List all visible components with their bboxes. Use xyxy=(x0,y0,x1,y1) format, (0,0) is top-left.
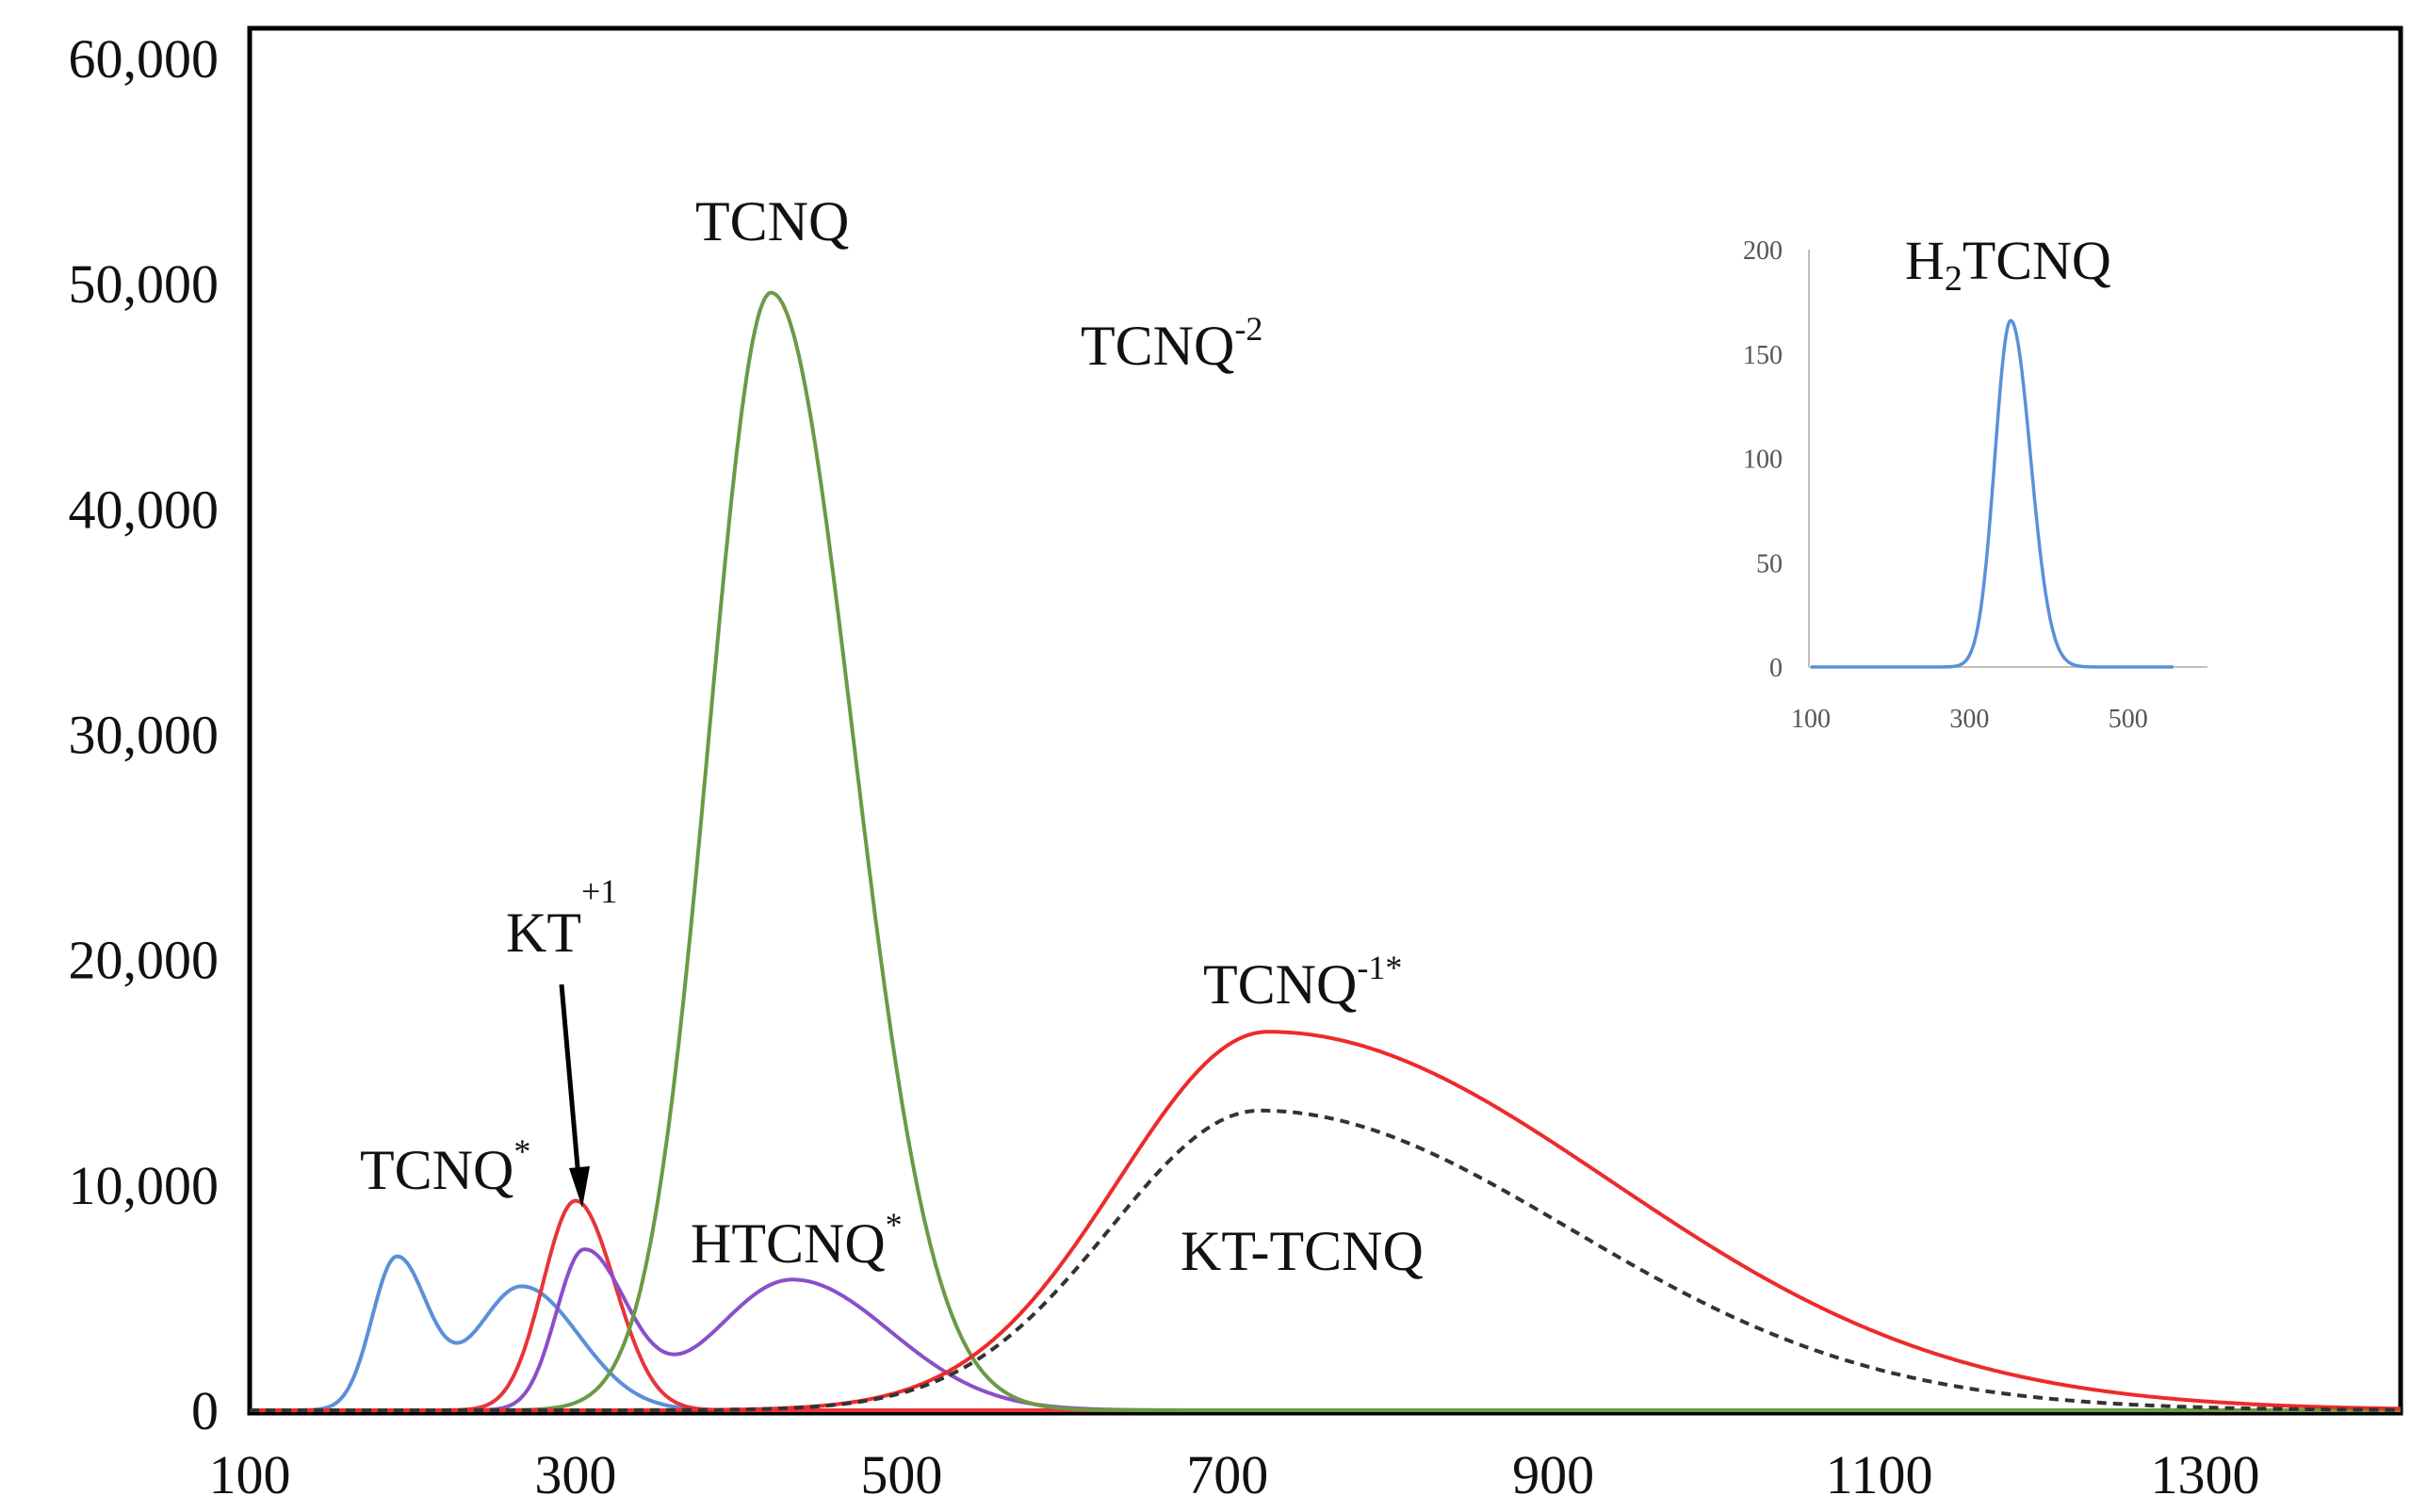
inset-x-tick-label: 100 xyxy=(1791,705,1831,734)
inset-y-tick-label: 50 xyxy=(1756,549,1783,578)
inset-y-tick-label: 100 xyxy=(1743,446,1783,475)
kt-arrow-head xyxy=(569,1166,590,1208)
main-x-tick-label: 500 xyxy=(860,1444,942,1505)
main-x-tick-label: 100 xyxy=(209,1444,291,1505)
inset-y-tick-label: 150 xyxy=(1743,341,1783,370)
inset-x-tick-label: 500 xyxy=(2109,705,2148,734)
main-y-tick-label: 50,000 xyxy=(69,253,220,315)
main-series-kt-tcnq xyxy=(249,1108,2402,1412)
inset-series-h2tcnq xyxy=(1810,318,2175,669)
main-x-tick-label: 1100 xyxy=(1826,1444,1933,1505)
inset-title: H2TCNQ xyxy=(1905,230,2111,299)
main-x-tick-label: 300 xyxy=(534,1444,616,1505)
main-x-tick-label: 700 xyxy=(1186,1444,1268,1505)
main-y-tick-label: 20,000 xyxy=(69,930,220,991)
main-y-tick-label: 60,000 xyxy=(69,28,220,89)
label-kt-plus1: KT+1 xyxy=(506,872,617,964)
plot-frame xyxy=(247,25,2403,1416)
main-series-tcnq xyxy=(249,290,2402,1412)
inset-x-tick-label: 300 xyxy=(1949,705,1989,734)
label-tcnq-2: TCNQ-2 xyxy=(1081,310,1262,377)
label-kt-tcnq: KT-TCNQ xyxy=(1181,1220,1424,1282)
main-y-tick-label: 30,000 xyxy=(69,705,220,766)
main-y-tick-label: 10,000 xyxy=(69,1155,220,1216)
inset-y-tick-label: 200 xyxy=(1743,236,1783,266)
label-htcnq-star: HTCNQ* xyxy=(691,1206,903,1275)
main-x-tick-label: 900 xyxy=(1512,1444,1594,1505)
inset-y-tick-label: 0 xyxy=(1769,654,1783,683)
label-tcnq-star: TCNQ* xyxy=(360,1132,530,1201)
main-x-tick-label: 1300 xyxy=(2150,1444,2259,1505)
label-tcnq-minus1: TCNQ-1* xyxy=(1203,949,1402,1016)
kt-arrow-shaft xyxy=(559,984,581,1179)
main-y-tick-label: 40,000 xyxy=(69,479,220,540)
inset-chart: 0 50 100 150 200 100 300 500 H2TCNQ xyxy=(1743,230,2207,734)
label-tcnq: TCNQ xyxy=(695,190,849,252)
main-y-tick-label: 0 xyxy=(191,1380,219,1441)
